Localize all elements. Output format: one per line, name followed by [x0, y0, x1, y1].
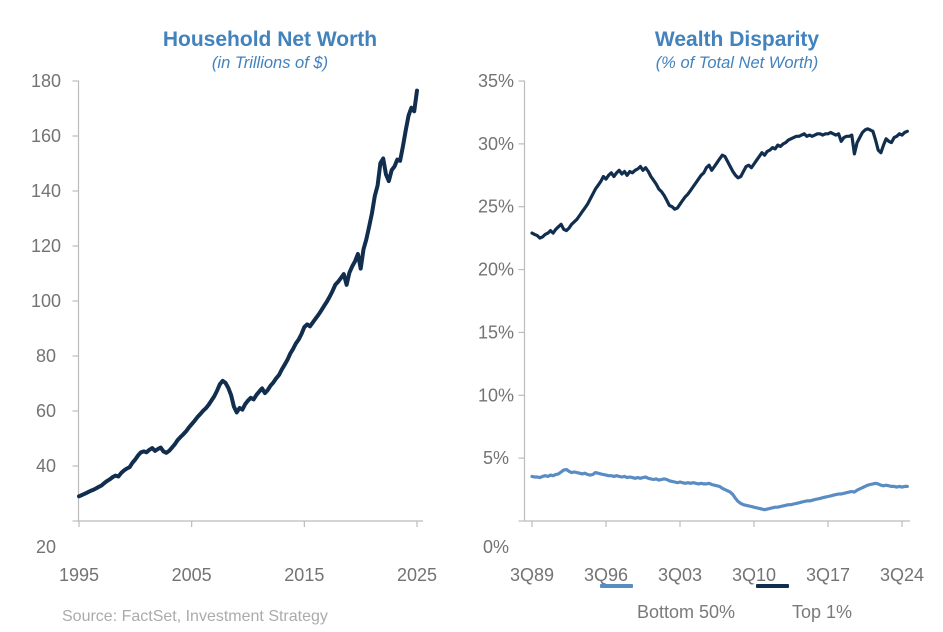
- y-tick-label: 25%: [478, 197, 514, 217]
- household-net-worth-line: [77, 88, 419, 499]
- chart-subtitle-wealth-disparity: (% of Total Net Worth): [655, 54, 819, 72]
- legend-line-top-1: [756, 584, 789, 588]
- y-tick-label: 40: [36, 456, 56, 476]
- chart-title-household-net-worth: Household Net Worth: [162, 28, 378, 51]
- x-tick-label: 3Q24: [880, 565, 924, 585]
- y-tick-label: 35%: [478, 71, 514, 91]
- x-tick-label: 3Q17: [806, 565, 850, 585]
- x-tick-label: 3Q96: [584, 565, 628, 585]
- source-note: Source: FactSet, Investment Strategy: [62, 608, 328, 625]
- x-tick-label: 2005: [172, 565, 212, 585]
- y-tick-label: 160: [31, 126, 61, 146]
- legend-label-top-1: Top 1%: [791, 602, 853, 622]
- y-tick-label: 60: [36, 401, 56, 421]
- y-tick-label: 20%: [478, 260, 514, 280]
- x-tick-label: 3Q03: [658, 565, 702, 585]
- y-tick-label: 80: [36, 346, 56, 366]
- household-net-worth-title-block: Household Net Worth (in Trillions of $): [80, 28, 460, 73]
- x-tick-label: 1995: [59, 565, 99, 585]
- x-tick-label: 2025: [397, 565, 437, 585]
- y-tick-label: 0%: [483, 537, 509, 557]
- y-tick-label: 5%: [483, 448, 509, 468]
- x-tick-label: 3Q89: [510, 565, 554, 585]
- top-1--line: [530, 127, 909, 240]
- y-tick-label: 30%: [478, 134, 514, 154]
- y-tick-label: 15%: [478, 322, 514, 342]
- chart-subtitle-household-net-worth: (in Trillions of $): [211, 54, 329, 72]
- y-tick-label: 20: [36, 537, 56, 557]
- x-tick-label: 2015: [284, 565, 324, 585]
- bottom-50--line: [530, 467, 909, 512]
- wealth-disparity-title-block: Wealth Disparity (% of Total Net Worth): [552, 28, 922, 73]
- y-tick-label: 10%: [478, 385, 514, 405]
- x-tick-label: 3Q10: [732, 565, 776, 585]
- y-tick-label: 100: [31, 291, 61, 311]
- y-tick-label: 120: [31, 236, 61, 256]
- wealth-disparity-chart: 35% 30% 25% 20% 15% 10% 5% 0%3Q89 3Q96 3Q03 3Q10 3Q…: [478, 71, 924, 585]
- chart-title-wealth-disparity: Wealth Disparity: [654, 28, 820, 51]
- y-tick-label: 180: [31, 71, 61, 91]
- axis-lines: [77, 80, 423, 522]
- y-tick-label: 140: [31, 181, 61, 201]
- legend-label-bottom-50: Bottom 50%: [636, 602, 736, 622]
- legend-line-bottom-50: [600, 584, 633, 588]
